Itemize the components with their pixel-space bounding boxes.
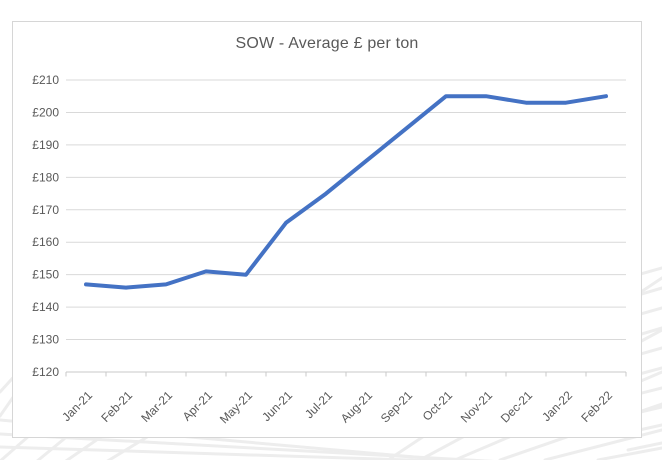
x-tick-label: Mar-21 bbox=[138, 388, 175, 425]
chart-title: SOW - Average £ per ton bbox=[235, 35, 419, 52]
x-tick-label: Sep-21 bbox=[378, 388, 415, 425]
y-gridlines bbox=[66, 79, 626, 373]
x-axis-labels: Jan-21 Feb-21 Mar-21 Apr-21 May-21 Jun-21 Jul-… bbox=[59, 388, 615, 426]
x-axis-ticks bbox=[65, 372, 627, 377]
y-tick-label: £130 bbox=[32, 333, 59, 347]
line-chart: £120 £130 £140 £150 £160 £170 £180 £190 £200 £210… bbox=[32, 73, 627, 426]
x-tick-label: Jun-21 bbox=[259, 388, 295, 424]
x-tick-label: Aug-21 bbox=[338, 388, 375, 425]
y-tick-label: £180 bbox=[32, 170, 59, 184]
y-tick-label: £210 bbox=[32, 73, 59, 87]
series-line-sow bbox=[84, 94, 608, 290]
x-tick-label: Dec-21 bbox=[498, 388, 535, 425]
y-tick-label: £120 bbox=[32, 365, 59, 379]
y-tick-label: £200 bbox=[32, 105, 59, 119]
x-tick-label: Oct-21 bbox=[420, 388, 456, 424]
x-tick-label: Jan-22 bbox=[539, 388, 575, 424]
y-tick-label: £150 bbox=[32, 268, 59, 282]
x-tick-label: Feb-21 bbox=[98, 388, 135, 425]
x-tick-label: Nov-21 bbox=[458, 388, 495, 425]
chart-panel: SOW - Average £ per ton £120 £130 £140 £150… bbox=[12, 21, 642, 438]
y-tick-label: £190 bbox=[32, 138, 59, 152]
y-tick-label: £160 bbox=[32, 235, 59, 249]
x-tick-label: Apr-21 bbox=[180, 388, 216, 424]
y-tick-label: £170 bbox=[32, 203, 59, 217]
x-tick-label: Jul-21 bbox=[302, 388, 335, 421]
x-tick-label: Feb-22 bbox=[578, 388, 615, 425]
y-axis-labels: £120 £130 £140 £150 £160 £170 £180 £190 £200 £210 bbox=[32, 73, 59, 379]
y-tick-label: £140 bbox=[32, 300, 59, 314]
x-tick-label: Jan-21 bbox=[59, 388, 95, 424]
x-tick-label: May-21 bbox=[217, 388, 255, 426]
